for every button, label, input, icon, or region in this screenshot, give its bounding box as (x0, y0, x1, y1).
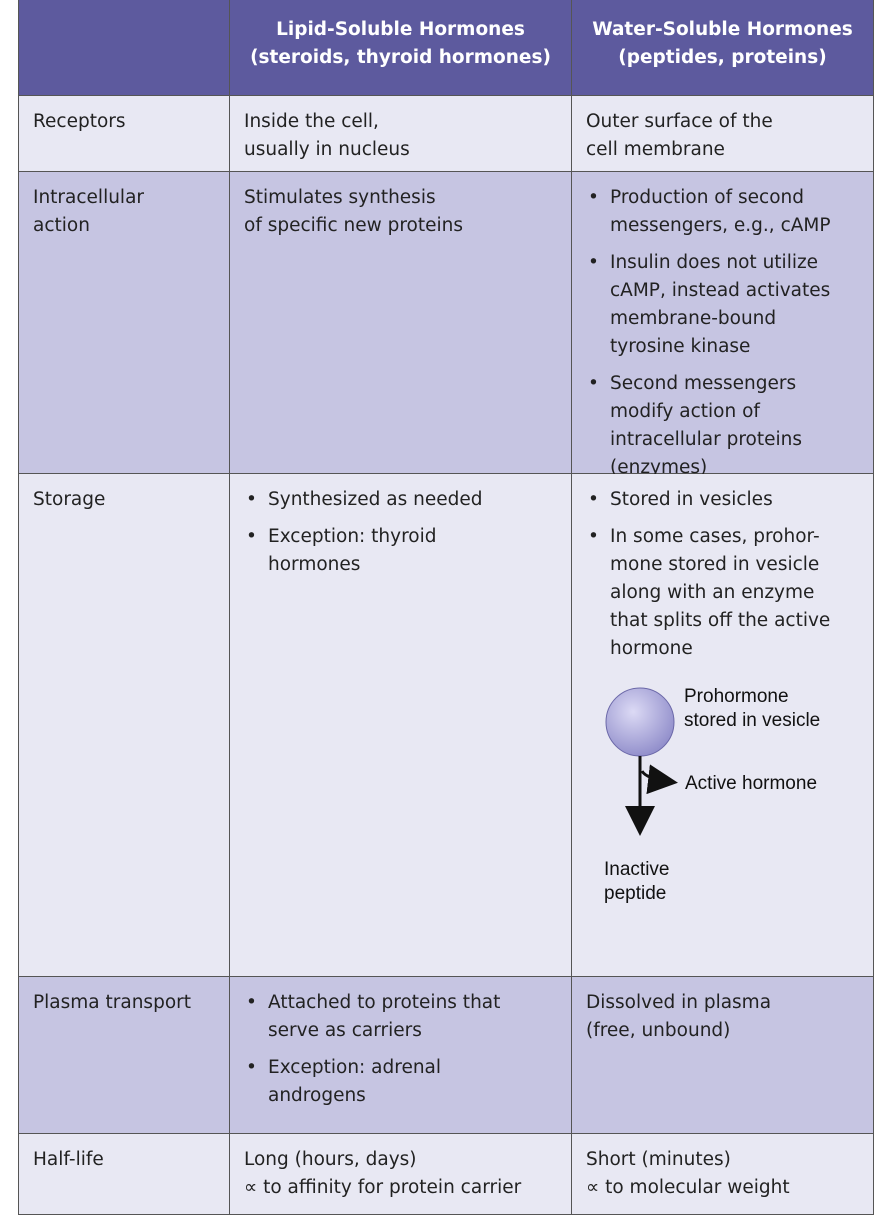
lipid-cell: Long (hours, days) ∝ to affinity for prot… (230, 1134, 572, 1215)
arrow (640, 764, 678, 795)
text-line: androgens (268, 1085, 366, 1106)
text-line: tyrosine kinase (610, 336, 751, 357)
bullet-item: Production of second messengers, e.g., cA… (586, 184, 859, 240)
header-cell: Water-Soluble Hormones (peptides, protein… (572, 0, 874, 96)
row-label: Half-life (18, 1134, 230, 1215)
header-cell (18, 0, 230, 96)
water-cell: Production of second messengers, e.g., cA… (572, 172, 874, 478)
bullet-item: Second messengers modify action of intrace… (586, 370, 859, 482)
text-line: Exception: adrenal (268, 1057, 442, 1078)
text-line: hormones (268, 554, 361, 575)
lipid-cell: Synthesized as needed Exception: thyroid h… (230, 474, 572, 977)
text-line: Attached to proteins that (268, 992, 501, 1013)
text-line: ∝ to molecular weight (586, 1177, 790, 1198)
text-line: action (33, 215, 90, 236)
row-label: Storage (18, 474, 230, 977)
header-cell: Lipid-Soluble Hormones (steroids, thyroid… (230, 0, 572, 96)
text-line: Inside the cell, (244, 111, 379, 132)
text-line: Half-life (33, 1149, 104, 1170)
bullet-item: Exception: thyroid hormones (244, 523, 557, 579)
text-line: that splits off the active (610, 610, 831, 631)
row-label: Intracellular action (18, 172, 230, 474)
diagram-label: stored in vesicle (684, 710, 820, 731)
text-line: Exception: thyroid (268, 526, 437, 547)
vesicle-diagram: Prohormone stored in vesicle Active hormon… (604, 686, 820, 904)
text-line: Production of second (610, 187, 804, 208)
water-cell: Short (minutes) ∝ to molecular weight (572, 1134, 874, 1215)
diagram-label: Inactive (604, 859, 669, 880)
text-line: serve as carriers (268, 1020, 422, 1041)
text-line: Insulin does not utilize (610, 252, 819, 273)
water-cell: Outer surface of the cell membrane (572, 96, 874, 172)
diagram-label: peptide (604, 883, 666, 904)
text-line: Plasma transport (33, 992, 191, 1013)
text-line: In some cases, prohor- (610, 526, 820, 547)
text-line: Water-Soluble Hormones (592, 19, 853, 40)
text-line: cAMP, instead activates (610, 280, 831, 301)
text-line: of specific new proteins (244, 215, 464, 236)
row-label: Plasma transport (18, 977, 230, 1134)
text-line: (peptides, proteins) (618, 47, 827, 68)
lipid-cell: Attached to proteins that serve as carrie… (230, 977, 572, 1134)
text-line: membrane-bound (610, 308, 777, 329)
text-line: Synthesized as needed (268, 489, 483, 510)
bullet-item: Exception: adrenal androgens (244, 1054, 557, 1110)
text-line: along with an enzyme (610, 582, 815, 603)
row-label: Receptors (18, 96, 230, 172)
text-line: modify action of (610, 401, 760, 422)
text-line: (enzymes) (610, 457, 708, 478)
bullet-item: Attached to proteins that serve as carrie… (244, 989, 557, 1045)
text-line: Stored in vesicles (610, 489, 773, 510)
text-line: Lipid-Soluble Hormones (276, 19, 525, 40)
bullet-item: Stored in vesicles (586, 486, 859, 514)
text-line: intracellular proteins (610, 429, 802, 450)
diagram-label: Prohormone (684, 686, 789, 707)
text-line: Short (minutes) (586, 1149, 731, 1170)
text-line: usually in nucleus (244, 139, 410, 160)
text-line: Storage (33, 489, 106, 510)
text-line: (steroids, thyroid hormones) (250, 47, 551, 68)
text-line: Receptors (33, 111, 126, 132)
text-line: Second messengers (610, 373, 797, 394)
text-line: mone stored in vesicle (610, 554, 820, 575)
text-line: hormone (610, 638, 693, 659)
text-line: Intracellular (33, 187, 145, 208)
text-line: Stimulates synthesis (244, 187, 436, 208)
text-line: Long (hours, days) (244, 1149, 417, 1170)
text-line: Outer surface of the (586, 111, 773, 132)
bullet-item: Synthesized as needed (244, 486, 557, 514)
bullet-item: Insulin does not utilize cAMP, instead ac… (586, 249, 859, 361)
text-line: (free, unbound) (586, 1020, 731, 1041)
vesicle (605, 687, 675, 757)
text-line: ∝ to affinity for protein carrier (244, 1177, 522, 1198)
diagram-label: Active hormone (685, 773, 817, 794)
text-line: messengers, e.g., cAMP (610, 215, 831, 236)
lipid-cell: Inside the cell, usually in nucleus (230, 96, 572, 172)
text-line: cell membrane (586, 139, 725, 160)
bullet-item: In some cases, prohor-mone stored in ves… (586, 523, 859, 663)
text-line: Dissolved in plasma (586, 992, 772, 1013)
lipid-cell: Stimulates synthesis of specific new prot… (230, 172, 572, 474)
water-cell: Dissolved in plasma (free, unbound) (572, 977, 874, 1134)
